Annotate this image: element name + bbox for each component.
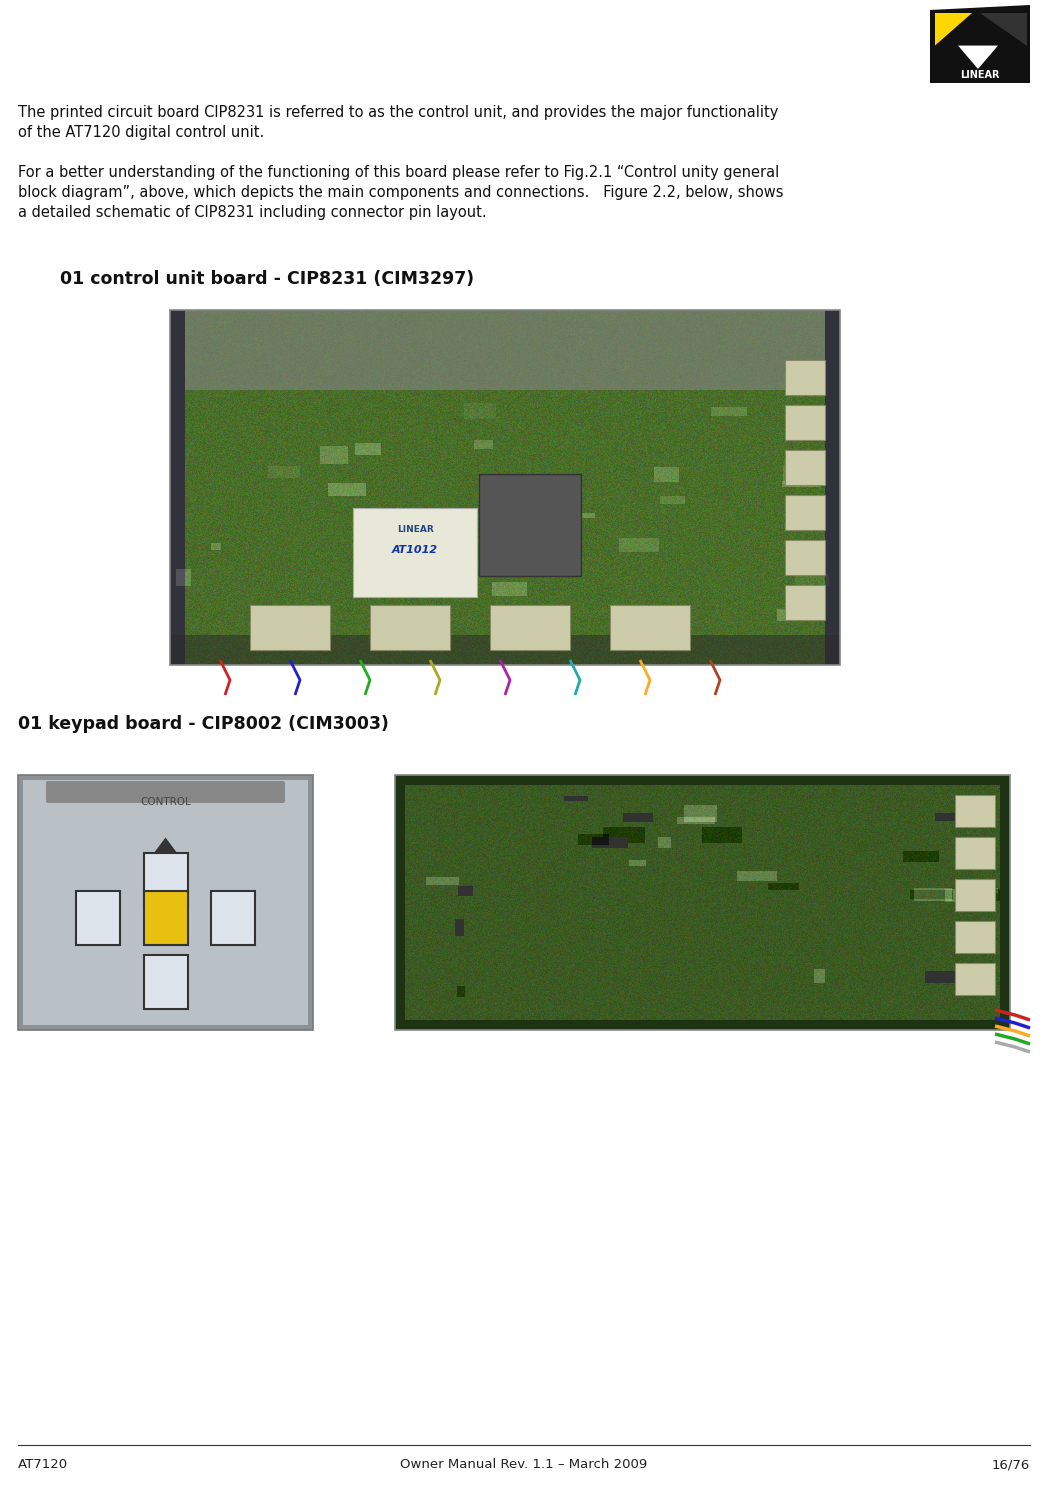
Polygon shape (153, 958, 177, 973)
FancyBboxPatch shape (144, 852, 188, 906)
FancyBboxPatch shape (955, 796, 995, 827)
Text: CONTROL: CONTROL (140, 797, 191, 808)
Text: AT7120: AT7120 (18, 1459, 68, 1471)
FancyBboxPatch shape (785, 586, 825, 620)
Polygon shape (935, 13, 971, 46)
FancyBboxPatch shape (370, 605, 450, 650)
FancyBboxPatch shape (785, 361, 825, 395)
Polygon shape (153, 837, 177, 854)
FancyBboxPatch shape (144, 955, 188, 1009)
FancyBboxPatch shape (955, 879, 995, 910)
FancyBboxPatch shape (77, 891, 121, 945)
FancyBboxPatch shape (955, 837, 995, 869)
Text: The printed circuit board CIP8231 is referred to as the control unit, and provid: The printed circuit board CIP8231 is ref… (18, 104, 779, 140)
FancyBboxPatch shape (955, 921, 995, 954)
FancyBboxPatch shape (250, 605, 330, 650)
FancyBboxPatch shape (785, 495, 825, 530)
FancyBboxPatch shape (353, 508, 477, 597)
Text: 16/76: 16/76 (991, 1459, 1030, 1471)
Polygon shape (221, 906, 238, 930)
FancyBboxPatch shape (610, 605, 690, 650)
Text: 01 keypad board - CIP8002 (CIM3003): 01 keypad board - CIP8002 (CIM3003) (18, 715, 389, 733)
Text: For a better understanding of the functioning of this board please refer to Fig.: For a better understanding of the functi… (18, 165, 784, 219)
Text: LINEAR: LINEAR (396, 524, 434, 533)
Polygon shape (958, 46, 998, 69)
Polygon shape (930, 4, 1030, 83)
Text: Owner Manual Rev. 1.1 – March 2009: Owner Manual Rev. 1.1 – March 2009 (400, 1459, 648, 1471)
FancyBboxPatch shape (211, 891, 255, 945)
FancyBboxPatch shape (490, 605, 570, 650)
FancyBboxPatch shape (479, 474, 581, 577)
Text: 01 control unit board - CIP8231 (CIM3297): 01 control unit board - CIP8231 (CIM3297… (60, 270, 474, 288)
FancyBboxPatch shape (46, 781, 285, 803)
FancyBboxPatch shape (785, 405, 825, 440)
FancyBboxPatch shape (785, 450, 825, 486)
Text: AT1012: AT1012 (392, 545, 438, 554)
Text: LINEAR: LINEAR (960, 70, 1000, 80)
Polygon shape (980, 13, 1027, 46)
FancyBboxPatch shape (144, 891, 188, 945)
FancyBboxPatch shape (785, 539, 825, 575)
FancyBboxPatch shape (955, 963, 995, 995)
Polygon shape (93, 906, 109, 930)
